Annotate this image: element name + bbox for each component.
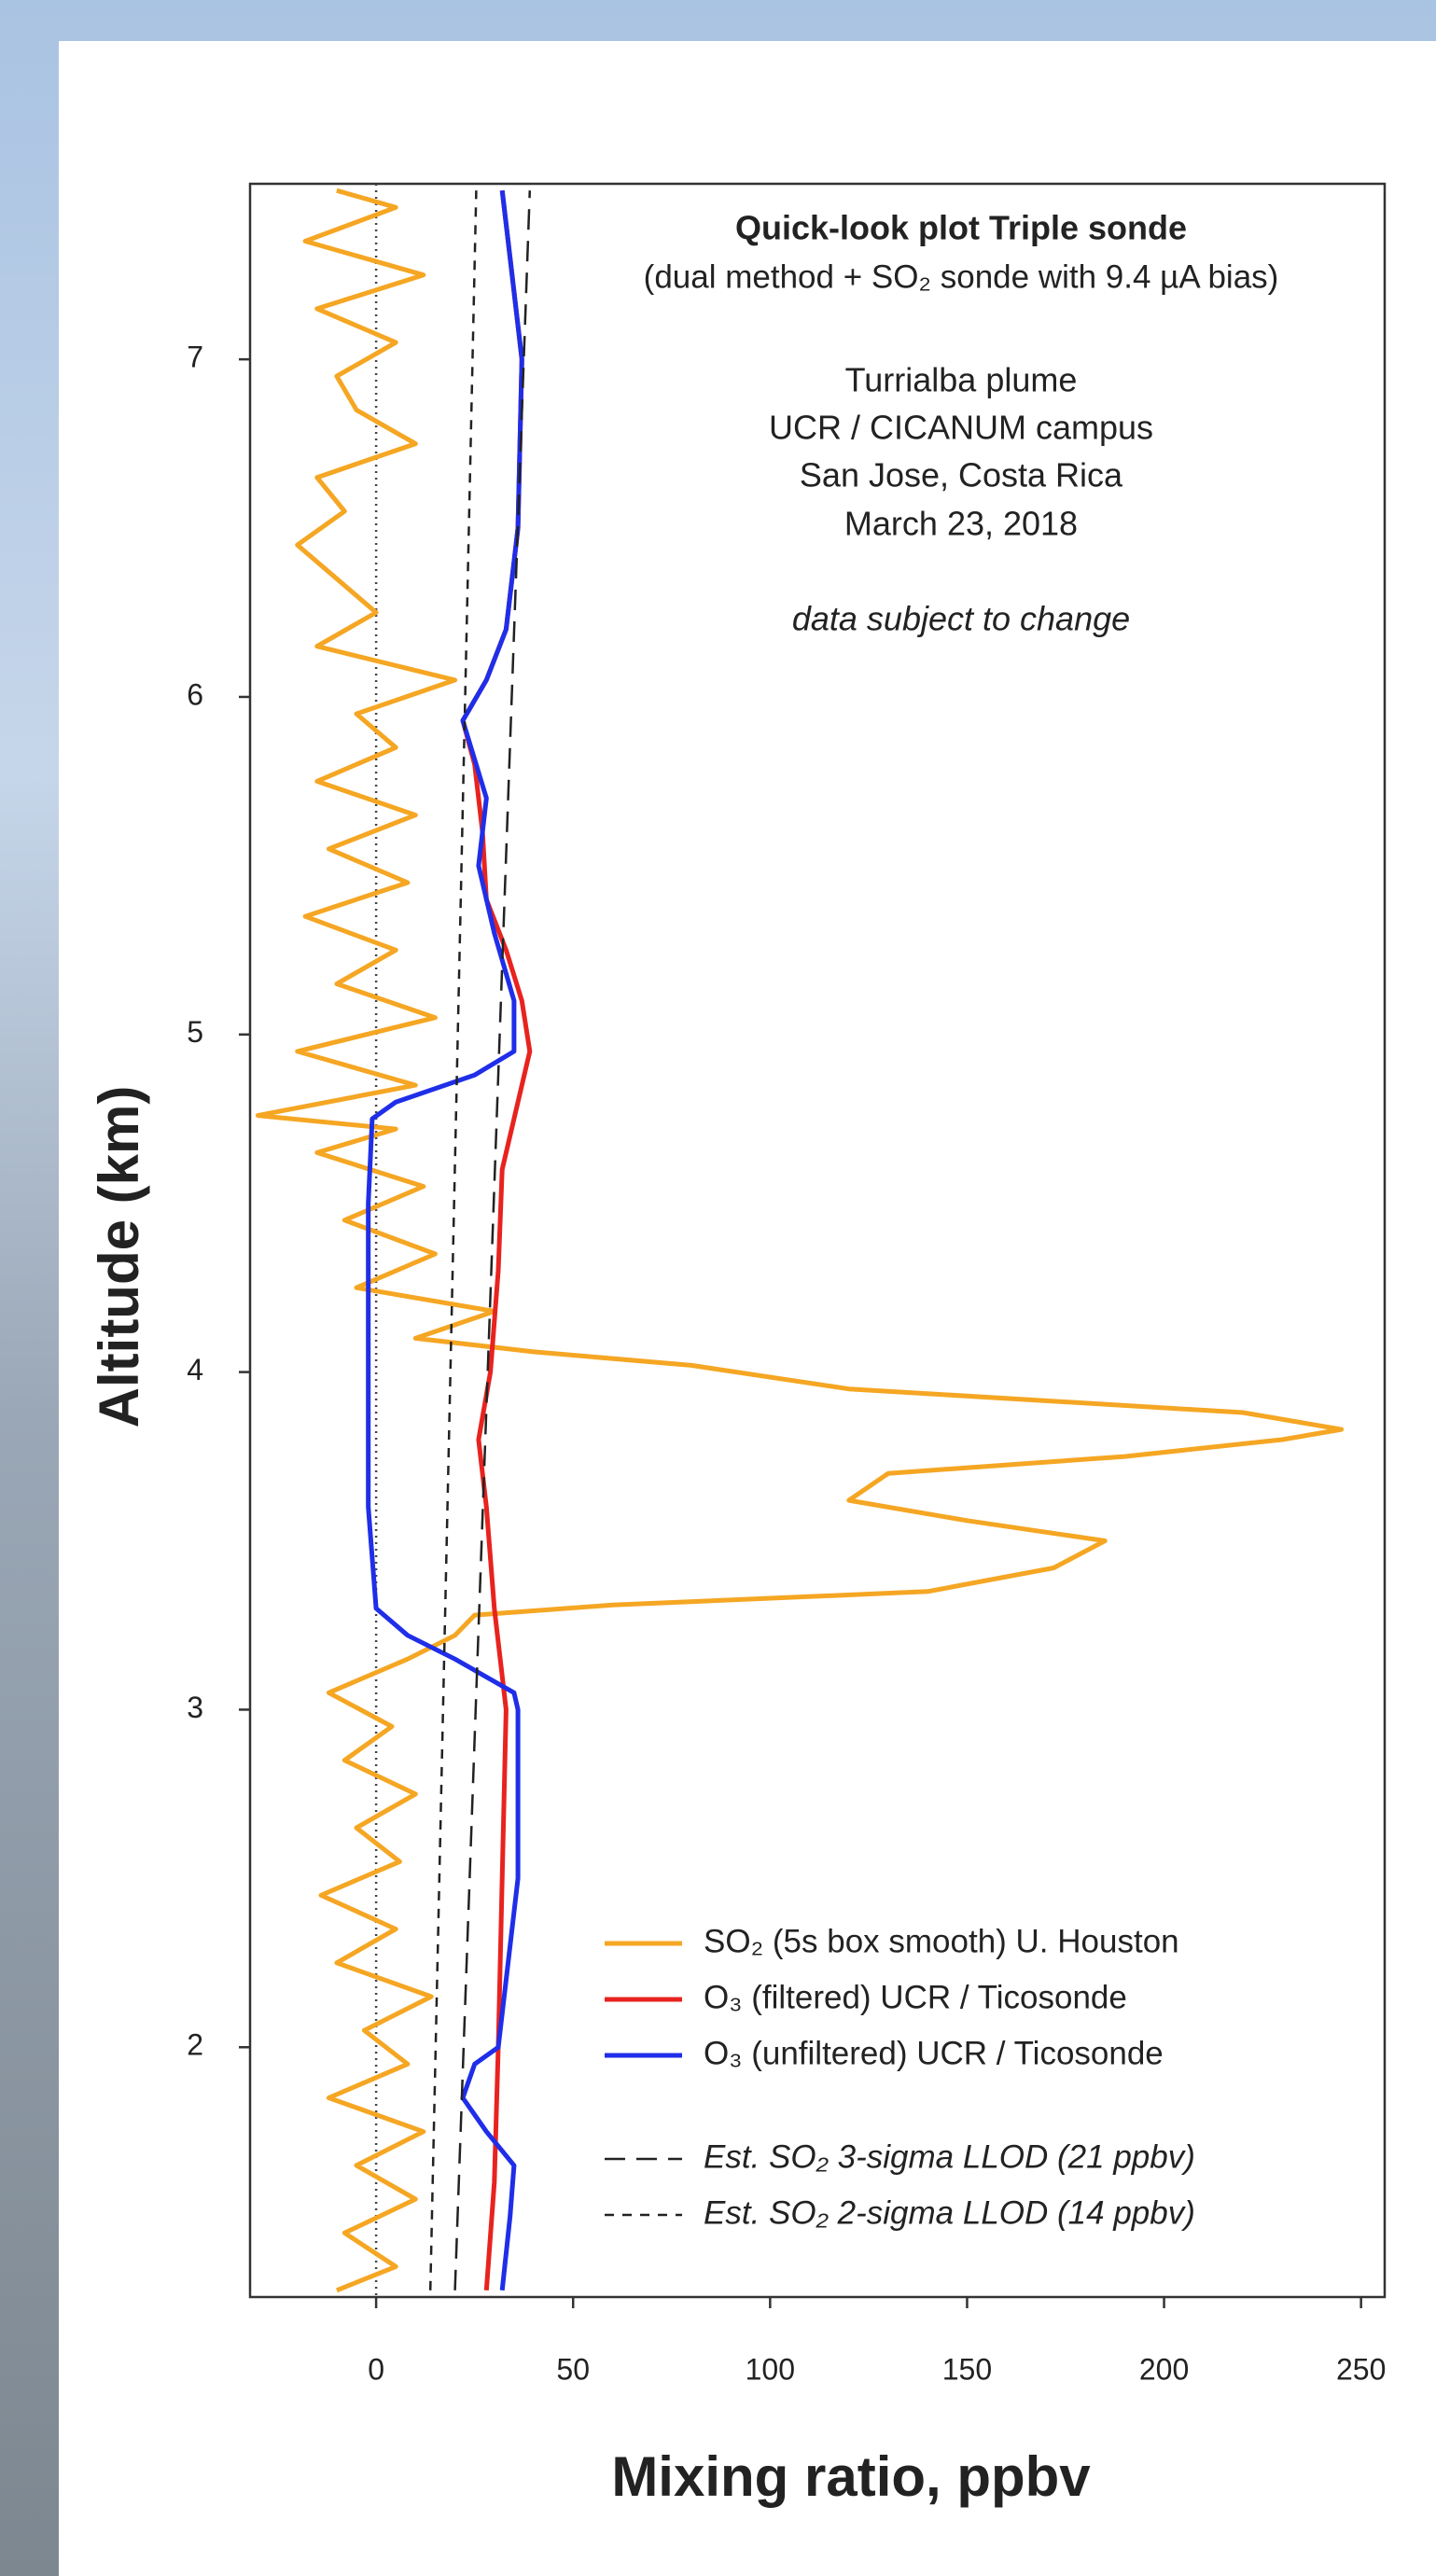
annotation: UCR / CICANUM campus (769, 409, 1153, 447)
panel (59, 41, 1436, 2576)
y-tick-label: 6 (187, 677, 203, 711)
annotation: Turrialba plume (845, 361, 1078, 399)
chart-subtitle: (dual method + SO₂ sonde with 9.4 µA bia… (644, 258, 1279, 295)
y-tick-label: 7 (187, 341, 203, 374)
annotation: data subject to change (792, 600, 1130, 638)
plot-frame (248, 182, 1387, 2299)
x-tick-label: 150 (942, 2352, 992, 2386)
y-tick-label: 5 (187, 1015, 203, 1049)
series-line (428, 190, 478, 2291)
y-tick-label: 3 (187, 1691, 203, 1724)
y-tick-label: 4 (187, 1353, 203, 1386)
legend-label: Est. SO₂ 3-sigma LLOD (21 ppbv) (704, 2138, 1195, 2175)
y-axis-label: Altitude (km) (88, 1086, 150, 1428)
x-tick-label: 100 (746, 2352, 795, 2386)
series-line (255, 188, 1345, 2293)
legend-label: SO₂ (5s box smooth) U. Houston (704, 1923, 1179, 1959)
x-tick-label: 250 (1336, 2352, 1386, 2386)
annotation: March 23, 2018 (844, 505, 1078, 543)
legend-label: O₃ (unfiltered) UCR / Ticosonde (704, 2035, 1164, 2071)
x-tick-label: 200 (1139, 2352, 1189, 2386)
legend-label: Est. SO₂ 2-sigma LLOD (14 ppbv) (704, 2194, 1195, 2231)
series-line (366, 189, 524, 2291)
x-tick-label: 50 (556, 2352, 590, 2386)
x-axis-label: Mixing ratio, ppbv (611, 2445, 1091, 2508)
annotation: San Jose, Costa Rica (800, 456, 1123, 494)
chart-title: Quick-look plot Triple sonde (735, 209, 1187, 247)
y-tick-label: 2 (187, 2028, 203, 2062)
x-tick-label: 0 (368, 2352, 384, 2386)
legend-label: O₃ (filtered) UCR / Ticosonde (704, 1979, 1127, 2015)
series-line (453, 190, 532, 2291)
